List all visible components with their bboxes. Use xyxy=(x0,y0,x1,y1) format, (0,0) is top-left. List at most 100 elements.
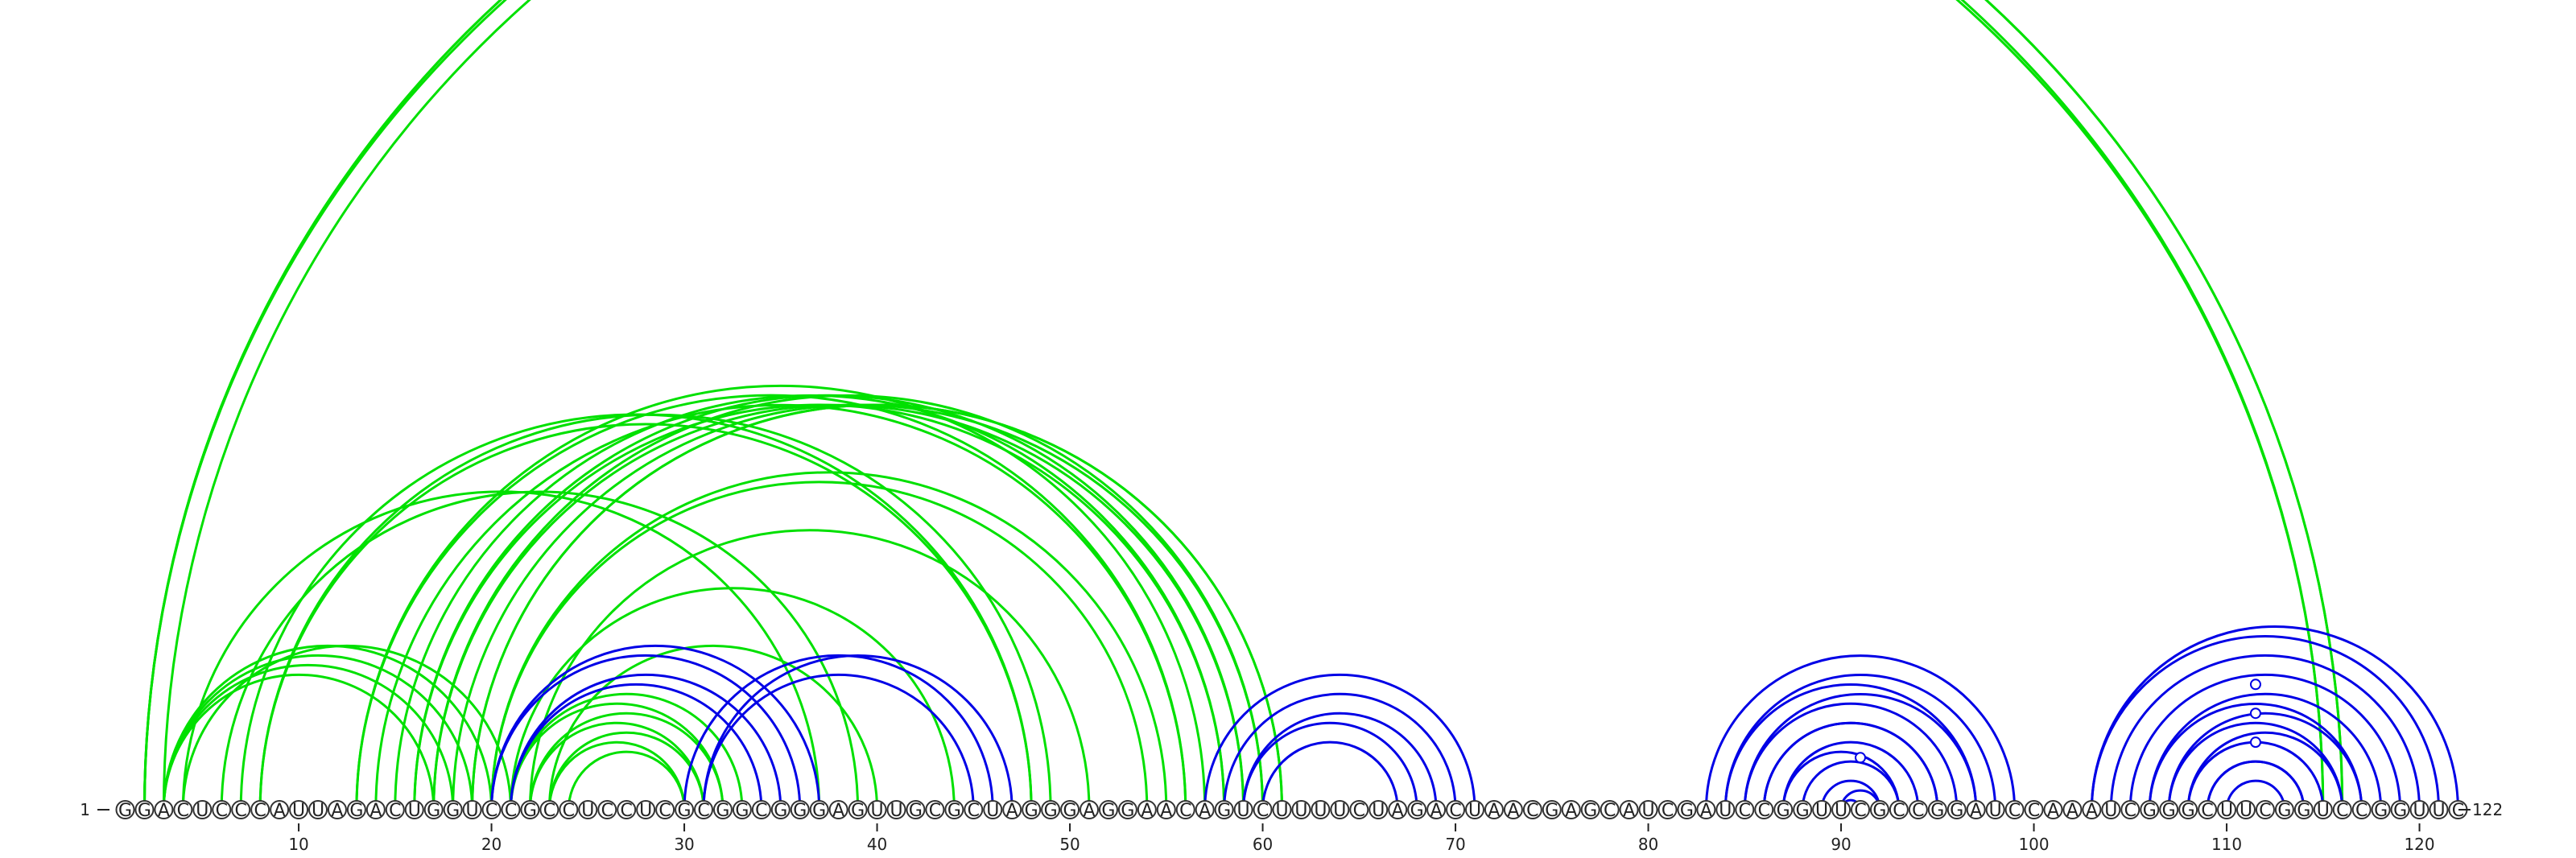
nucleotide-39: G xyxy=(848,800,868,821)
svg-text:U: U xyxy=(639,801,652,821)
svg-text:G: G xyxy=(1545,801,1558,821)
tick-label-120: 120 xyxy=(2404,835,2434,854)
blue-arc-106-118 xyxy=(2148,692,2383,811)
svg-text:G: G xyxy=(793,801,807,821)
nucleotide-113: G xyxy=(2274,800,2294,821)
nucleotide-118: G xyxy=(2371,800,2391,821)
nucleotide-102: A xyxy=(2062,800,2083,821)
nucleotide-8: C xyxy=(250,800,270,821)
nucleotide-27: C xyxy=(617,800,637,821)
nucleotide-120: U xyxy=(2409,800,2429,821)
svg-text:C: C xyxy=(1526,801,1538,821)
nucleotide-76: A xyxy=(1561,800,1581,821)
svg-text:C: C xyxy=(485,801,497,821)
nucleotide-106: G xyxy=(2140,800,2160,821)
nucleotide-6: C xyxy=(212,800,232,821)
nucleotide-85: C xyxy=(1735,800,1755,821)
nucleotide-58: G xyxy=(1214,800,1234,821)
svg-text:C: C xyxy=(2124,801,2136,821)
sequence-start-label: 1 xyxy=(80,800,90,819)
svg-text:C: C xyxy=(389,801,401,821)
svg-text:A: A xyxy=(1970,801,1982,821)
nucleotide-50: G xyxy=(1060,800,1080,821)
nucleotide-3: A xyxy=(154,800,174,821)
svg-text:G: G xyxy=(427,801,440,821)
svg-text:C: C xyxy=(968,801,980,821)
svg-text:U: U xyxy=(2413,801,2425,821)
svg-text:G: G xyxy=(2182,801,2195,821)
svg-text:A: A xyxy=(1700,801,1712,821)
svg-text:U: U xyxy=(2104,801,2117,821)
svg-text:A: A xyxy=(1199,801,1211,821)
svg-text:U: U xyxy=(1333,801,1346,821)
green-arc-4-37 xyxy=(181,490,821,811)
nucleotide-33: G xyxy=(732,800,752,821)
blue-arc-60-67 xyxy=(1261,740,1399,811)
green-arc-22-51 xyxy=(528,529,1091,811)
svg-text:U: U xyxy=(1815,801,1828,821)
svg-text:G: G xyxy=(2162,801,2176,821)
svg-text:A: A xyxy=(1507,801,1519,821)
green-arc-16-59 xyxy=(413,394,1245,811)
nucleotide-72: A xyxy=(1484,800,1504,821)
nucleotide-89: U xyxy=(1812,800,1832,821)
blue-arc-83-99 xyxy=(1704,654,2017,811)
nucleotide-14: A xyxy=(365,800,386,821)
green-arc-3-115 xyxy=(162,0,2325,811)
svg-text:U: U xyxy=(2220,801,2233,821)
svg-text:C: C xyxy=(2008,801,2021,821)
svg-text:U: U xyxy=(408,801,421,821)
nucleotide-49: G xyxy=(1041,800,1061,821)
blue-arc-107-116 xyxy=(2167,721,2344,811)
nucleotide-75: G xyxy=(1542,800,1562,821)
svg-text:U: U xyxy=(196,801,208,821)
svg-text:C: C xyxy=(1257,801,1269,821)
svg-text:A: A xyxy=(1565,801,1577,821)
svg-text:A: A xyxy=(274,801,286,821)
nucleotide-81: C xyxy=(1657,800,1678,821)
nucleotide-71: U xyxy=(1465,800,1484,821)
nucleotide-23: C xyxy=(539,800,559,821)
nucleotide-17: G xyxy=(423,800,444,821)
nucleotide-60: C xyxy=(1253,800,1273,821)
svg-text:C: C xyxy=(1604,801,1616,821)
nucleotide-67: A xyxy=(1388,800,1408,821)
nucleotide-44: G xyxy=(944,800,964,821)
nucleotide-68: G xyxy=(1407,800,1427,821)
blue-arc-109-114 xyxy=(2206,760,2306,811)
nucleotide-35: G xyxy=(770,800,791,821)
svg-text:G: G xyxy=(349,801,363,821)
svg-text:U: U xyxy=(1468,801,1481,821)
nucleotide-62: U xyxy=(1291,800,1311,821)
tick-label-90: 90 xyxy=(1831,835,1851,854)
svg-text:C: C xyxy=(1662,801,1674,821)
svg-text:G: G xyxy=(2297,801,2310,821)
nucleotide-103: A xyxy=(2082,800,2102,821)
svg-text:G: G xyxy=(1121,801,1134,821)
nucleotide-31: C xyxy=(694,800,713,821)
nucleotide-84: U xyxy=(1715,800,1736,821)
svg-text:C: C xyxy=(2336,801,2348,821)
green-arc-21-44 xyxy=(510,587,956,811)
loop-marker-0 xyxy=(2249,736,2261,749)
tick-label-100: 100 xyxy=(2018,835,2049,854)
nucleotide-93: C xyxy=(1889,800,1909,821)
nucleotide-53: G xyxy=(1117,800,1137,821)
svg-text:G: G xyxy=(1044,801,1058,821)
svg-text:C: C xyxy=(177,801,189,821)
svg-text:G: G xyxy=(1796,801,1810,821)
svg-text:A: A xyxy=(158,801,170,821)
svg-text:G: G xyxy=(2143,801,2157,821)
svg-text:C: C xyxy=(697,801,709,821)
tick-label-50: 50 xyxy=(1059,835,1080,854)
blue-arc-30-46 xyxy=(683,654,994,811)
nucleotide-69: A xyxy=(1426,800,1447,821)
svg-text:U: U xyxy=(2317,801,2330,821)
svg-text:G: G xyxy=(2393,801,2407,821)
nucleotide-63: U xyxy=(1311,800,1331,821)
nucleotide-15: C xyxy=(385,800,405,821)
svg-text:G: G xyxy=(1583,801,1597,821)
nucleotide-107: G xyxy=(2159,800,2179,821)
green-arc-2-116 xyxy=(142,0,2344,811)
